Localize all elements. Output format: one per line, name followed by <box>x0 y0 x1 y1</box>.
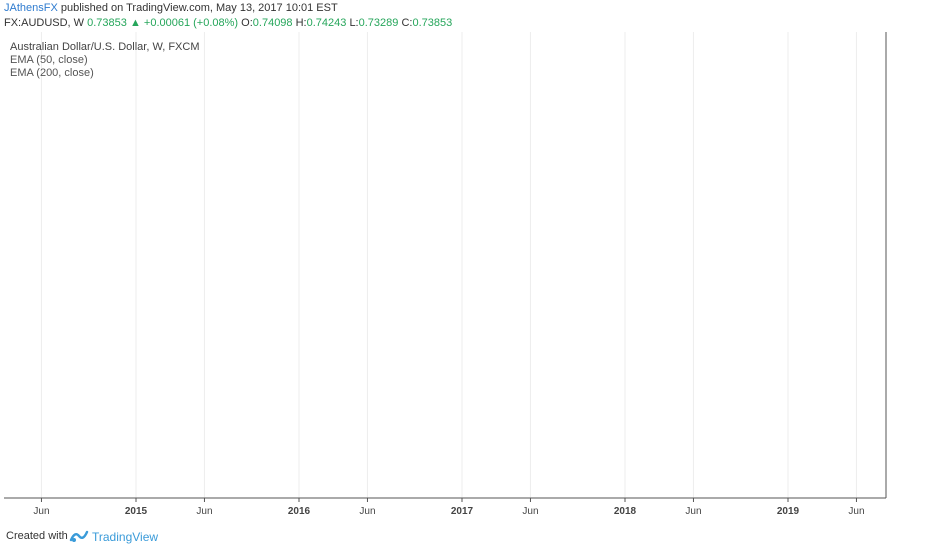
close-value: 0.73853 <box>412 17 453 29</box>
symbol-label: FX:AUDUSD, W <box>4 17 85 29</box>
time-axis[interactable]: Jun 2015 Jun 2016 Jun 2017 Jun 2018 Jun 2019 Jun <box>0 497 932 523</box>
time-tick-label: 2015 <box>125 506 148 517</box>
price-axis[interactable]: 0.960000.940000.920000.900000.860000.840… <box>885 32 932 523</box>
tradingview-logo-icon[interactable] <box>69 528 89 544</box>
change-arrow-icon: ▲ <box>129 17 141 29</box>
ema200-legend: EMA (200, close) <box>10 67 94 79</box>
high-label: H: <box>295 17 307 29</box>
open-value: 0.74098 <box>252 17 293 29</box>
change-value: +0.00061 (+0.08%) <box>143 17 239 29</box>
time-tick-label: 2017 <box>451 506 474 517</box>
tradingview-brand[interactable]: TradingView <box>92 530 159 544</box>
published-text: published on TradingView.com, May 13, 20… <box>60 2 338 14</box>
chart-legend: Australian Dollar/U.S. Dollar, W, FXCM E… <box>10 41 200 79</box>
publish-info: JAthensFX published on TradingView.com, … <box>4 1 338 15</box>
last-price: 0.73853 <box>87 17 127 29</box>
low-value: 0.73289 <box>358 17 399 29</box>
plot-background <box>4 32 886 498</box>
time-tick-label: Jun <box>685 506 701 517</box>
time-tick-label: Jun <box>196 506 212 517</box>
time-axis-bg <box>0 498 932 523</box>
price-axis-bg <box>886 32 932 523</box>
price-chart[interactable]: Australian Dollar/U.S. Dollar, W, FXCM E… <box>0 32 932 523</box>
time-tick-label: 2019 <box>777 506 800 517</box>
symbol-info: FX:AUDUSD, W 0.73853 ▲ +0.00061 (+0.08%)… <box>4 16 452 30</box>
ema50-legend: EMA (50, close) <box>10 54 88 66</box>
chart-title: Australian Dollar/U.S. Dollar, W, FXCM <box>10 41 200 53</box>
time-tick-label: Jun <box>848 506 864 517</box>
time-tick-label: Jun <box>522 506 538 517</box>
low-label: L: <box>349 17 359 29</box>
created-with-text: Created with <box>6 530 68 542</box>
chart-grid <box>4 32 886 498</box>
time-tick-label: Jun <box>359 506 375 517</box>
footer: Created with TradingView <box>0 523 932 550</box>
open-label: O: <box>241 17 253 29</box>
time-tick-label: 2016 <box>288 506 311 517</box>
author-link[interactable]: JAthensFX <box>4 2 58 14</box>
close-label: C: <box>401 17 413 29</box>
time-tick-label: 2018 <box>614 506 637 517</box>
chart-header: JAthensFX published on TradingView.com, … <box>0 0 932 32</box>
high-value: 0.74243 <box>306 17 347 29</box>
time-tick-label: Jun <box>33 506 49 517</box>
